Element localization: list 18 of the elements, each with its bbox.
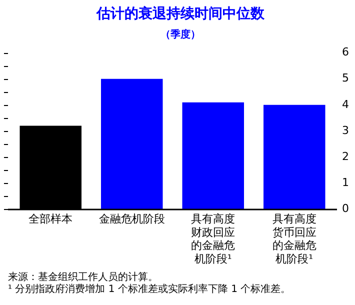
chart-subtitle: （季度） — [160, 28, 200, 40]
x-tick-label: 金融危机阶段 — [98, 212, 165, 226]
y-tick-label: 2 — [342, 150, 349, 163]
bar — [182, 102, 244, 210]
text: ¹ 分别指政府消费增加 1 个标准差或实际利率下降 1 个标准差。 — [8, 284, 291, 296]
x-tick-label: 具有高度货币回应的金融危机阶段¹ — [272, 212, 316, 266]
y-tick-label: 4 — [342, 98, 349, 111]
source-note: 来源：基金组织工作人员的计算。 — [8, 272, 159, 284]
chart-title: 估计的衰退持续时间中位数 — [96, 5, 266, 22]
y-tick-label: 6 — [342, 46, 349, 59]
y-tick-label: 0 — [342, 202, 349, 216]
y-tick-label: 3 — [342, 124, 349, 137]
y-tick-label: 5 — [342, 72, 349, 85]
bar — [101, 78, 163, 210]
x-tick-label: 具有高度财政回应的金融危机阶段¹ — [191, 212, 236, 266]
bar — [264, 104, 326, 210]
x-tick-label: 全部样本 — [28, 212, 73, 226]
y-tick-label: 1 — [342, 176, 349, 189]
